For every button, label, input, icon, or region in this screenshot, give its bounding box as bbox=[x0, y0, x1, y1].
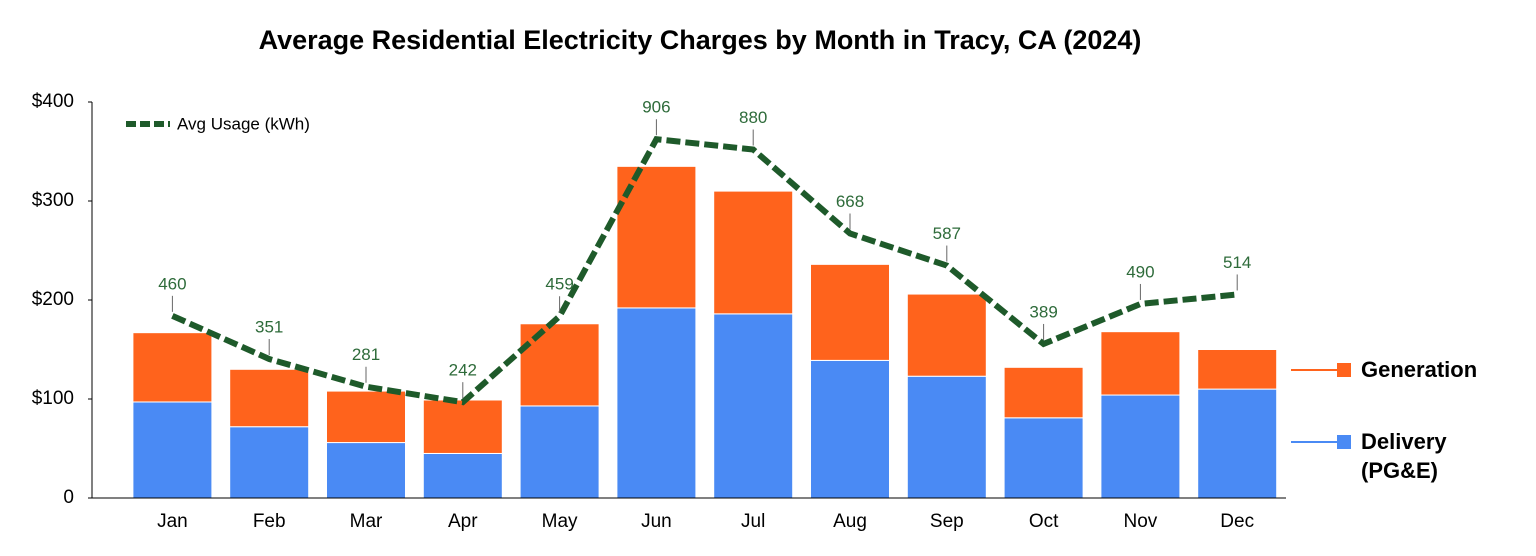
usage-line bbox=[171, 136, 1238, 406]
data-label: 281 bbox=[352, 345, 380, 364]
x-tick-label: Aug bbox=[833, 511, 867, 532]
bar-segment bbox=[810, 263, 890, 361]
bar-segment bbox=[906, 293, 987, 377]
bar-segment bbox=[1100, 394, 1181, 499]
bar-segment bbox=[326, 390, 406, 444]
bar-segment bbox=[1003, 417, 1084, 499]
x-tick-label: Apr bbox=[448, 511, 478, 532]
data-label: 880 bbox=[739, 108, 767, 127]
y-tick-label: $400 bbox=[32, 91, 74, 112]
data-label: 587 bbox=[933, 224, 961, 243]
bar-segment bbox=[132, 401, 213, 499]
y-tick-label: $100 bbox=[32, 388, 74, 409]
data-label: 242 bbox=[449, 361, 477, 380]
x-tick-label: Sep bbox=[930, 511, 964, 532]
y-tick-label: $300 bbox=[32, 190, 74, 211]
bar-segment bbox=[422, 399, 503, 454]
x-tick-label: Dec bbox=[1220, 511, 1254, 532]
data-label: 460 bbox=[158, 274, 186, 293]
y-tick-label: 0 bbox=[63, 487, 74, 508]
bar-segment bbox=[1100, 331, 1181, 396]
x-tick-label: Jun bbox=[641, 511, 672, 532]
bar-segment bbox=[1197, 349, 1278, 390]
bar-segment bbox=[326, 442, 406, 499]
legend-swatch bbox=[1337, 435, 1351, 449]
chart-title: Average Residential Electricity Charges … bbox=[259, 25, 1142, 55]
data-label: 668 bbox=[836, 192, 864, 211]
data-label: 459 bbox=[545, 275, 573, 294]
bar-segment bbox=[229, 426, 310, 499]
x-tick-label: Nov bbox=[1124, 511, 1158, 532]
data-label: 490 bbox=[1126, 262, 1154, 281]
bar-segment bbox=[713, 313, 794, 499]
legend-swatch bbox=[1337, 363, 1351, 377]
bar-segment bbox=[1003, 366, 1084, 419]
y-tick-label: $200 bbox=[32, 289, 74, 310]
bar-segment bbox=[132, 332, 213, 403]
data-label: 906 bbox=[642, 98, 670, 117]
x-tick-label: May bbox=[542, 511, 578, 532]
legend-label: Delivery (PG&E) bbox=[1361, 429, 1447, 483]
bar-segment bbox=[810, 359, 890, 499]
bar-segment bbox=[422, 452, 503, 499]
data-label: 351 bbox=[255, 317, 283, 336]
bar-segment bbox=[616, 307, 697, 499]
x-tick-label: Oct bbox=[1029, 511, 1059, 532]
bar-segment bbox=[519, 323, 600, 407]
bar-segment bbox=[906, 375, 987, 499]
bar-segment bbox=[229, 368, 310, 428]
data-label: 389 bbox=[1029, 302, 1057, 321]
x-tick-label: Jul bbox=[741, 511, 765, 532]
legend-label: Avg Usage (kWh) bbox=[177, 114, 310, 133]
bar-segment bbox=[713, 190, 794, 315]
legend-label: Generation bbox=[1361, 357, 1478, 382]
bar-segment bbox=[1197, 388, 1278, 499]
bar-segment bbox=[519, 405, 600, 499]
x-tick-label: Mar bbox=[350, 511, 383, 532]
x-tick-label: Jan bbox=[157, 511, 188, 532]
x-tick-label: Feb bbox=[253, 511, 286, 532]
data-label: 514 bbox=[1223, 253, 1251, 272]
